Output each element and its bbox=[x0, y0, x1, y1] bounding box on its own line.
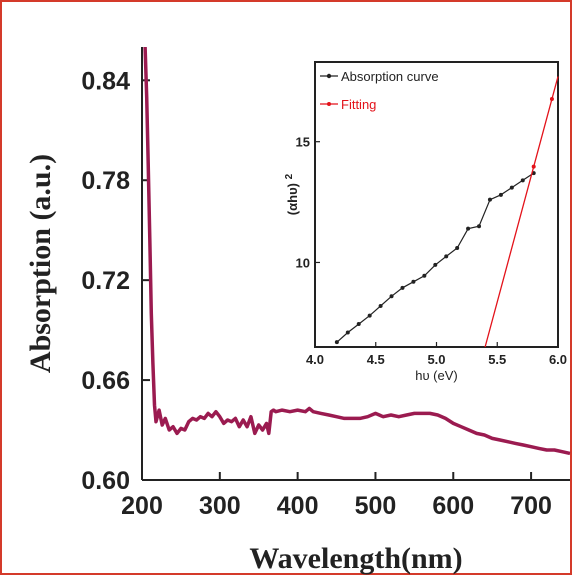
main-y-tick-label: 0.78 bbox=[81, 167, 130, 195]
inset-absorption-point bbox=[378, 303, 383, 308]
inset-absorption-point bbox=[411, 279, 416, 284]
inset-absorption-point bbox=[477, 224, 482, 229]
inset-fitting-point bbox=[549, 97, 554, 102]
inset-fitting-line bbox=[484, 76, 559, 348]
inset-absorption-point bbox=[422, 273, 427, 278]
inset-y-tick-label: 15 bbox=[296, 135, 310, 150]
main-x-ticks: 200 300 400 500 600 700 bbox=[121, 472, 552, 520]
main-y-tick-label: 0.60 bbox=[81, 467, 130, 495]
inset-absorption-point bbox=[520, 178, 525, 183]
inset-legend: Absorption curve Fitting bbox=[320, 69, 439, 112]
inset-absorption-point bbox=[498, 192, 503, 197]
inset-x-tick-label: 5.5 bbox=[488, 352, 506, 367]
main-x-axis-title: Wavelength(nm) bbox=[249, 542, 462, 575]
main-y-tick-label: 0.66 bbox=[81, 367, 130, 395]
inset-absorption-point bbox=[334, 340, 339, 345]
inset-x-tick-label: 4.5 bbox=[367, 352, 385, 367]
main-x-tick-label: 400 bbox=[277, 492, 319, 520]
inset-x-tick-label: 6.0 bbox=[549, 352, 567, 367]
main-y-tick-label: 0.84 bbox=[81, 67, 130, 95]
inset-plot-frame bbox=[314, 61, 559, 348]
inset-absorption-point bbox=[444, 254, 449, 259]
inset-y-axis-title-superscript: 2 bbox=[284, 173, 295, 179]
inset-absorption-point bbox=[466, 226, 471, 231]
main-x-tick-label: 200 bbox=[121, 492, 163, 520]
main-x-tick-label: 600 bbox=[432, 492, 474, 520]
inset-absorption-point bbox=[356, 322, 361, 327]
main-y-axis-title: Absorption (a.u.) bbox=[24, 154, 57, 373]
inset-absorption-markers bbox=[334, 171, 536, 345]
inset-absorption-point bbox=[345, 330, 350, 335]
inset-ticks: 4.0 4.5 5.0 5.5 6.0 10 15 bbox=[296, 135, 568, 367]
inset-y-axis-title: (αhυ) 2 bbox=[284, 173, 301, 215]
legend-absorption-marker bbox=[326, 73, 332, 79]
main-series-line bbox=[143, 46, 571, 456]
legend-fitting-label: Fitting bbox=[341, 97, 376, 112]
inset-fitting-markers bbox=[531, 97, 554, 169]
inset-absorption-point bbox=[367, 313, 372, 318]
inset-absorption-point bbox=[455, 245, 460, 250]
legend-absorption-label: Absorption curve bbox=[341, 69, 439, 84]
main-x-tick-label: 500 bbox=[355, 492, 397, 520]
inset-x-tick-label: 4.0 bbox=[306, 352, 324, 367]
inset-y-tick-label: 10 bbox=[296, 255, 310, 270]
legend-fitting-marker bbox=[327, 102, 331, 106]
main-x-tick-label: 700 bbox=[510, 492, 552, 520]
inset-absorption-point bbox=[389, 294, 394, 299]
inset-y-axis-title-base: (αhυ) bbox=[285, 183, 300, 215]
main-y-tick-label: 0.72 bbox=[81, 267, 130, 295]
inset-fitting-point bbox=[531, 164, 536, 169]
inset-absorption-point bbox=[433, 262, 438, 267]
inset-x-tick-label: 5.0 bbox=[427, 352, 445, 367]
inset-absorption-point bbox=[400, 285, 405, 290]
main-x-tick-label: 300 bbox=[199, 492, 241, 520]
main-y-ticks: 0.60 0.66 0.72 0.78 0.84 bbox=[81, 67, 150, 495]
inset-x-axis-title: hυ (eV) bbox=[415, 368, 458, 383]
inset-absorption-point bbox=[487, 197, 492, 202]
inset-absorption-point bbox=[509, 185, 514, 190]
